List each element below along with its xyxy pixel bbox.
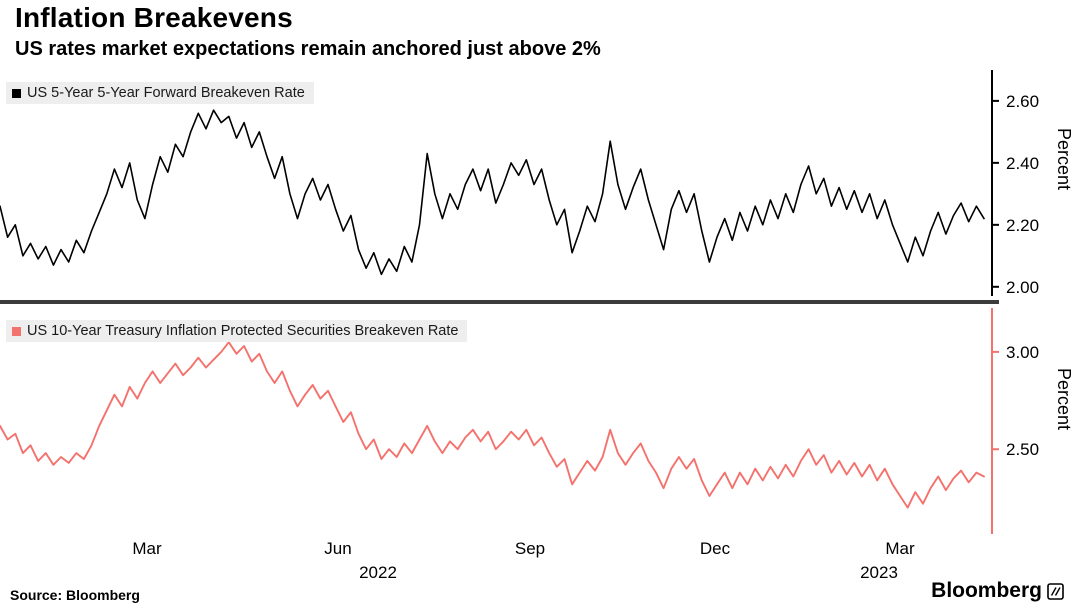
- x-tick-label: Jun: [324, 539, 352, 558]
- x-tick-label: Dec: [699, 539, 731, 558]
- y-tick-label: 3.00: [1006, 343, 1039, 362]
- y-tick-label: 2.00: [1006, 278, 1039, 296]
- y-tick-label: 2.60: [1006, 92, 1039, 111]
- x-axis-years: 2022 2023: [0, 563, 1000, 585]
- y-tick-label: 2.40: [1006, 154, 1039, 173]
- y-axis-title-bottom: Percent: [1054, 368, 1074, 431]
- chart-canvas-5y5y: 2.00 2.20 2.40 2.60: [0, 70, 1039, 296]
- page-subtitle: US rates market expectations remain anch…: [15, 38, 601, 60]
- bloomberg-wordmark: Bloomberg: [931, 579, 1042, 602]
- series-line: [0, 109, 985, 276]
- x-tick-label: Mar: [885, 539, 915, 558]
- x-year-label: 2023: [860, 563, 898, 582]
- chart-panel-10y-tips: 2.50 3.00 US 10-Year Treasury Inflation P…: [0, 308, 1078, 534]
- page-title: Inflation Breakevens: [15, 2, 293, 33]
- legend-label: US 10-Year Treasury Inflation Protected …: [27, 323, 459, 339]
- legend-swatch-red: [12, 326, 21, 336]
- legend-label: US 5-Year 5-Year Forward Breakeven Rate: [27, 85, 305, 101]
- bloomberg-brand: Bloomberg: [931, 579, 1064, 603]
- x-year-label: 2022: [359, 563, 397, 582]
- y-tick-label: 2.20: [1006, 216, 1039, 235]
- y-axis-title-top: Percent: [1054, 128, 1074, 191]
- x-tick-label: Mar: [132, 539, 162, 558]
- legend-5y5y: US 5-Year 5-Year Forward Breakeven Rate: [6, 82, 314, 104]
- x-axis: Mar Jun Sep Dec Mar: [0, 539, 1000, 561]
- bloomberg-logo-icon: [1047, 582, 1064, 600]
- x-tick-label: Sep: [514, 539, 546, 558]
- legend-10y-tips: US 10-Year Treasury Inflation Protected …: [6, 320, 468, 342]
- legend-swatch-black: [12, 88, 21, 98]
- y-tick-label: 2.50: [1006, 440, 1039, 459]
- series-line: [0, 341, 985, 509]
- chart-canvas-10y-tips: 2.50 3.00: [0, 308, 1039, 534]
- chart-panel-5y5y: 2.00 2.20 2.40 2.60 US 5-Year 5-Year Forwar…: [0, 70, 1078, 296]
- source-credit: Source: Bloomberg: [10, 587, 140, 603]
- panel-divider: [0, 300, 999, 304]
